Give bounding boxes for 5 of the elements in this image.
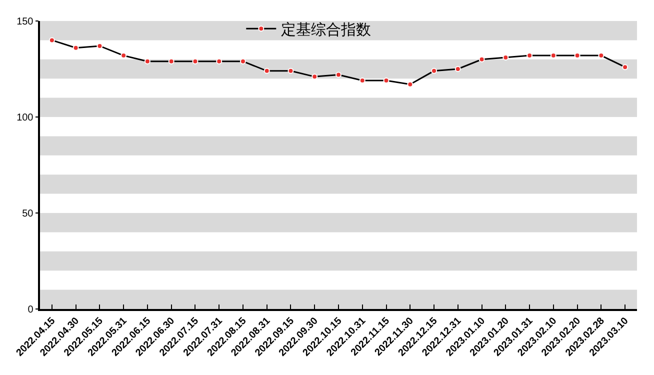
y-tick-label: 150 xyxy=(16,16,34,28)
y-tick-label: 100 xyxy=(16,112,34,124)
y-tick-label: 0 xyxy=(28,304,34,316)
y-tick-label: 50 xyxy=(22,208,34,220)
legend-label: 定基综合指数 xyxy=(281,20,372,38)
